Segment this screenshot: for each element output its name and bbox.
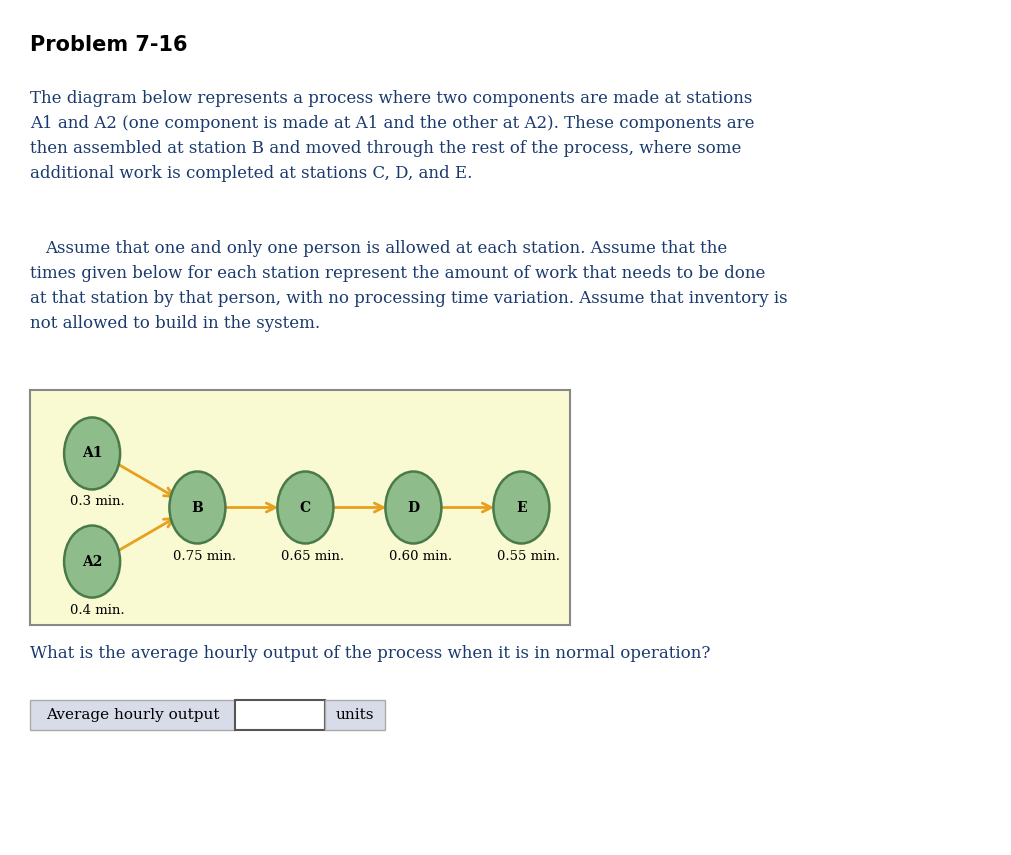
- Text: Problem 7-16: Problem 7-16: [30, 35, 187, 55]
- FancyBboxPatch shape: [30, 700, 235, 730]
- Ellipse shape: [277, 471, 333, 544]
- Ellipse shape: [64, 526, 120, 598]
- Ellipse shape: [385, 471, 441, 544]
- Text: at that station by that person, with no processing time variation. Assume that i: at that station by that person, with no …: [30, 290, 787, 307]
- Text: Average hourly output: Average hourly output: [45, 708, 219, 722]
- Text: additional work is completed at stations C, D, and E.: additional work is completed at stations…: [30, 165, 472, 182]
- Text: The diagram below represents a process where two components are made at stations: The diagram below represents a process w…: [30, 90, 751, 107]
- Text: B: B: [191, 500, 203, 515]
- Text: D: D: [407, 500, 419, 515]
- Text: not allowed to build in the system.: not allowed to build in the system.: [30, 315, 319, 332]
- Text: units: units: [336, 708, 374, 722]
- FancyBboxPatch shape: [325, 700, 384, 730]
- Text: 0.4 min.: 0.4 min.: [71, 604, 125, 616]
- Text: times given below for each station represent the amount of work that needs to be: times given below for each station repre…: [30, 265, 764, 282]
- Text: then assembled at station B and moved through the rest of the process, where som: then assembled at station B and moved th…: [30, 140, 741, 157]
- Ellipse shape: [64, 417, 120, 489]
- Text: 0.3 min.: 0.3 min.: [71, 495, 125, 509]
- Text: 0.65 min.: 0.65 min.: [281, 550, 344, 563]
- Text: 0.55 min.: 0.55 min.: [496, 550, 559, 563]
- Text: A1: A1: [82, 446, 102, 461]
- FancyBboxPatch shape: [235, 700, 325, 730]
- FancyBboxPatch shape: [30, 390, 569, 625]
- Text: A2: A2: [82, 555, 102, 569]
- Text: 0.60 min.: 0.60 min.: [388, 550, 452, 563]
- Text: A1 and A2 (one component is made at A1 and the other at A2). These components ar: A1 and A2 (one component is made at A1 a…: [30, 115, 754, 132]
- Text: C: C: [299, 500, 310, 515]
- Text: E: E: [516, 500, 526, 515]
- Text: Assume that one and only one person is allowed at each station. Assume that the: Assume that one and only one person is a…: [44, 240, 727, 257]
- Text: 0.75 min.: 0.75 min.: [173, 550, 236, 563]
- Text: What is the average hourly output of the process when it is in normal operation?: What is the average hourly output of the…: [30, 645, 710, 662]
- Ellipse shape: [169, 471, 225, 544]
- Ellipse shape: [493, 471, 549, 544]
